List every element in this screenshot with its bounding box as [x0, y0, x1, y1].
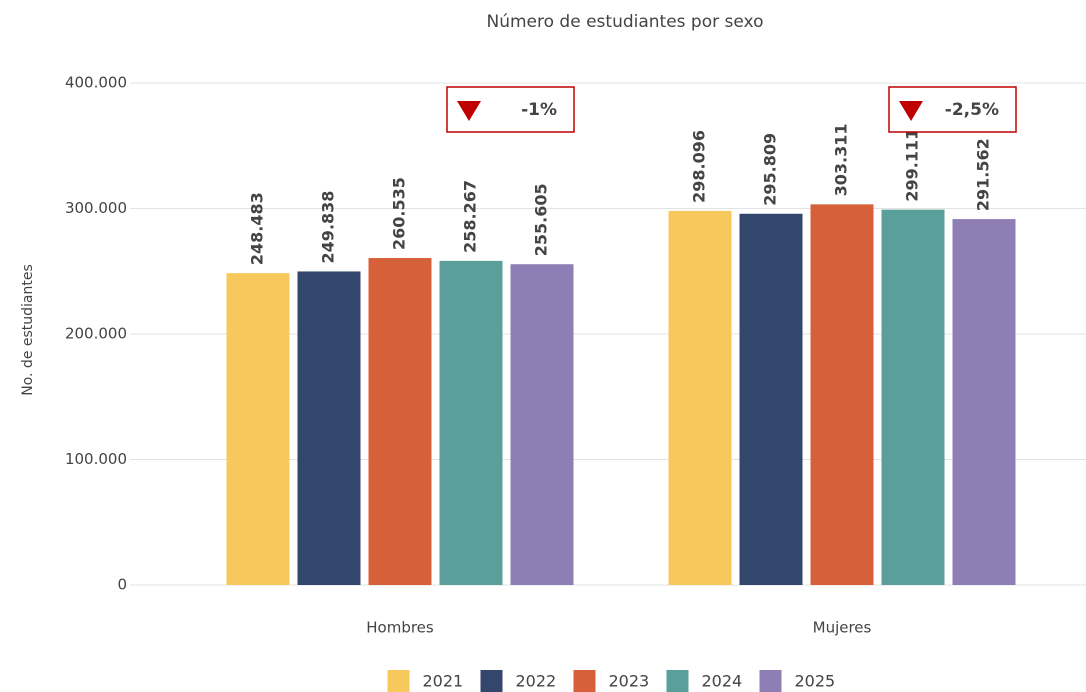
legend-swatch [480, 670, 503, 692]
value-label: 248.483 [248, 192, 267, 265]
bar [226, 273, 290, 585]
value-label: 303.311 [832, 123, 851, 196]
value-label: 291.562 [974, 138, 993, 211]
annotation-label: -1% [521, 100, 557, 120]
legend-swatch [666, 670, 689, 692]
legend-swatch [573, 670, 596, 692]
bar [881, 209, 945, 585]
legend-swatch [387, 670, 410, 692]
y-axis-label: No. de estudiantes [20, 264, 36, 396]
value-label: 295.809 [761, 133, 780, 206]
value-label: 249.838 [319, 191, 338, 264]
bar [439, 260, 503, 585]
y-tick-label: 100.000 [65, 450, 127, 468]
legend-swatch [759, 670, 782, 692]
y-tick-label: 0 [117, 576, 127, 594]
legend-label: 2021 [423, 672, 464, 691]
bar [739, 213, 803, 585]
x-tick-label: Hombres [366, 619, 434, 637]
value-label: 298.096 [690, 130, 709, 203]
legend-label: 2023 [609, 672, 650, 691]
bar [668, 210, 732, 585]
down-arrow [899, 101, 923, 121]
x-tick-label: Mujeres [813, 619, 872, 637]
value-label: 258.267 [461, 180, 480, 253]
down-arrow [457, 101, 481, 121]
bar [297, 271, 361, 585]
legend-label: 2022 [516, 672, 557, 691]
legend-label: 2025 [795, 672, 836, 691]
bar [810, 204, 874, 585]
value-label: 299.111 [903, 129, 922, 202]
value-label: 255.605 [532, 183, 551, 256]
annotation-box [888, 86, 1017, 133]
bar [952, 219, 1016, 585]
legend-label: 2024 [702, 672, 743, 691]
bar [368, 258, 432, 585]
chart-title: Número de estudiantes por sexo [487, 12, 764, 32]
y-tick-label: 400.000 [65, 74, 127, 92]
bar [510, 264, 574, 585]
annotation-label: -2,5% [945, 100, 999, 120]
value-label: 260.535 [390, 177, 409, 250]
y-tick-label: 200.000 [65, 325, 127, 343]
y-tick-label: 300.000 [65, 199, 127, 217]
